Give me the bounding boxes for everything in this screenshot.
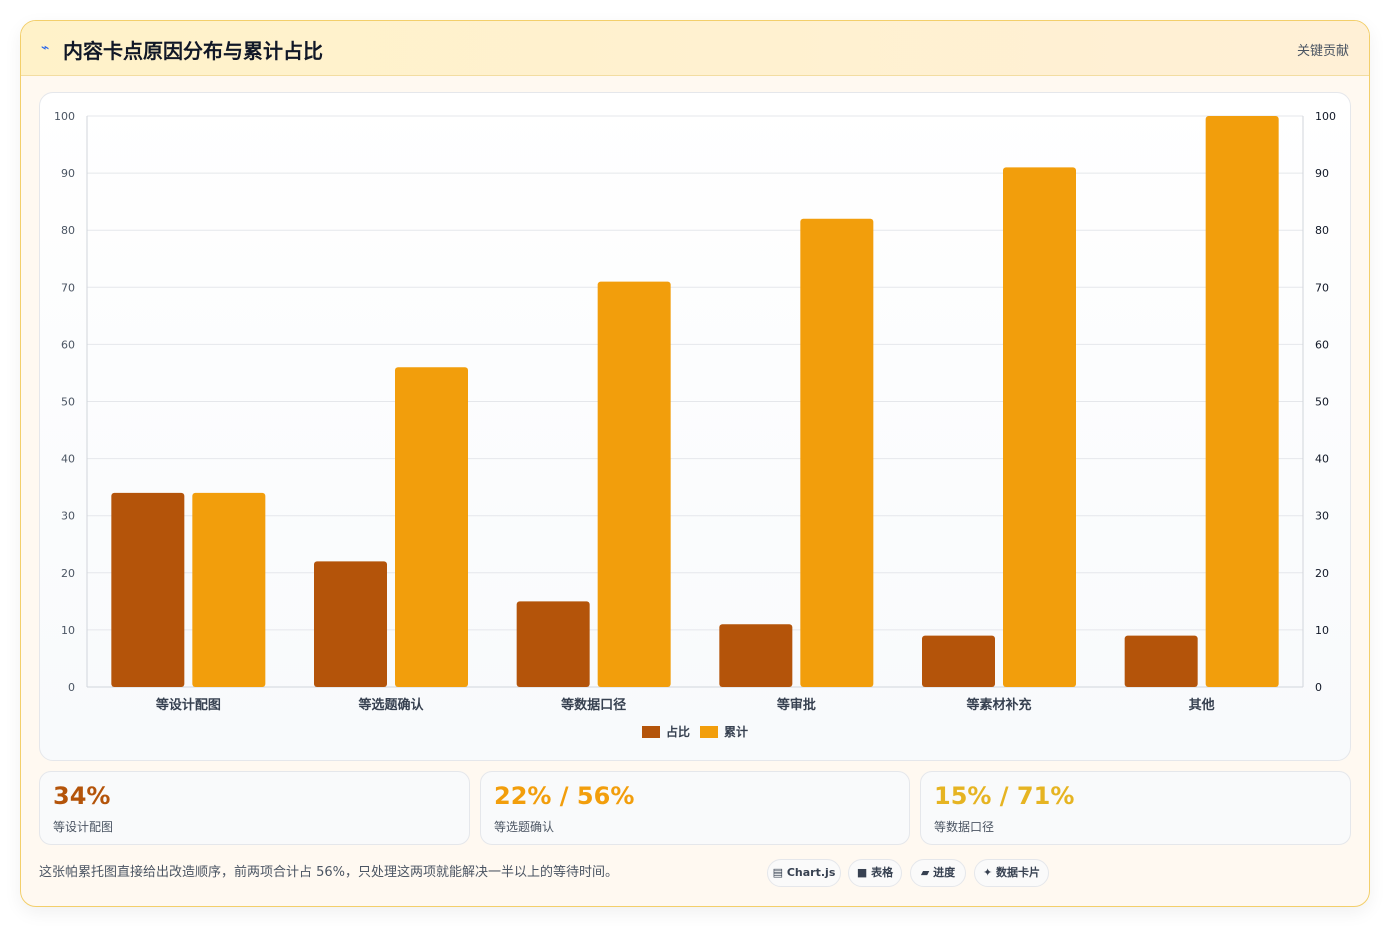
bar-share xyxy=(111,492,185,687)
chart-card: ⌁ 内容卡点原因分布与累计占比 关键贡献 0 10 20 30 40 50 60 70 80 90… xyxy=(20,20,1370,907)
y-tick-label: 10 xyxy=(61,624,75,637)
summary-note: 这张帕累托图直接给出改造顺序，前两项合计占 56%，只处理这两项就能解决一半以上… xyxy=(39,865,619,880)
chart-panel: 0 10 20 30 40 50 60 70 80 90 100 0 10 20 30 40 50 60 70 80 9… xyxy=(39,92,1351,761)
y2-tick-label: 0 xyxy=(1315,681,1322,694)
sparkle-icon: ✦ xyxy=(982,866,993,879)
progress-icon: ▰ xyxy=(920,866,930,879)
y-tick-label: 80 xyxy=(61,224,75,237)
stat-card-2: 22% / 56% 等选题确认 xyxy=(480,771,910,845)
y-tick-label: 50 xyxy=(61,396,75,409)
y2-tick-label: 30 xyxy=(1315,510,1329,523)
y2-tick-label: 20 xyxy=(1315,567,1329,580)
x-tick-label: 等审批 xyxy=(776,697,816,713)
card-header: ⌁ 内容卡点原因分布与累计占比 关键贡献 xyxy=(21,21,1369,76)
legend-swatch xyxy=(642,726,660,738)
y2-tick-label: 50 xyxy=(1315,396,1329,409)
y-tick-label: 40 xyxy=(61,453,75,466)
stat-label: 等设计配图 xyxy=(53,820,114,834)
bar-share xyxy=(719,624,793,687)
y2-tick-label: 10 xyxy=(1315,624,1329,637)
stat-label: 等选题确认 xyxy=(494,820,555,834)
x-tick-label: 等设计配图 xyxy=(155,697,221,713)
bar-cumulative xyxy=(192,492,266,687)
stat-card-1: 34% 等设计配图 xyxy=(39,771,470,845)
chip-label: 数据卡片 xyxy=(996,866,1041,879)
stat-value: 15% / 71% xyxy=(934,782,1075,810)
y-tick-label: 100 xyxy=(54,110,75,123)
y2-tick-label: 60 xyxy=(1315,338,1329,351)
y2-tick-label: 70 xyxy=(1315,281,1329,294)
y-tick-label: 70 xyxy=(61,281,75,294)
bar-cumulative xyxy=(395,367,468,687)
bar-share xyxy=(516,601,590,687)
contribution-badge: 关键贡献 xyxy=(1296,44,1349,59)
y-tick-label: 30 xyxy=(61,510,75,523)
legend-label: 累计 xyxy=(724,724,748,739)
chip-data-card[interactable]: ✦ 数据卡片 xyxy=(974,859,1049,887)
bar-share xyxy=(922,635,995,687)
chip-label: Chart.js xyxy=(786,866,836,879)
y-tick-label: 60 xyxy=(61,338,75,351)
bar-share xyxy=(1124,635,1198,687)
chip-label: 表格 xyxy=(871,866,894,879)
bar-share xyxy=(314,561,387,687)
stat-card-3: 15% / 71% 等数据口径 xyxy=(920,771,1351,845)
x-tick-label: 其他 xyxy=(1189,697,1215,713)
y2-tick-label: 80 xyxy=(1315,224,1329,237)
x-tick-label: 等选题确认 xyxy=(357,697,424,713)
chip-progress[interactable]: ▰ 进度 xyxy=(910,859,966,887)
stat-value: 22% / 56% xyxy=(494,782,635,810)
y-tick-label: 90 xyxy=(61,167,75,180)
bar-cumulative xyxy=(597,281,671,687)
legend-label: 占比 xyxy=(666,724,690,739)
y-tick-label: 0 xyxy=(68,681,75,694)
y-tick-label: 20 xyxy=(61,567,75,580)
y2-tick-label: 90 xyxy=(1315,167,1329,180)
stat-value: 34% xyxy=(53,782,111,810)
legend-swatch xyxy=(700,726,718,738)
lightning-icon: ⌁ xyxy=(41,40,50,56)
chip-chartjs[interactable]: ▤ Chart.js xyxy=(767,859,841,887)
pareto-chart: 0 10 20 30 40 50 60 70 80 90 100 0 10 20 30 40 50 60 70 80 9… xyxy=(54,110,1336,739)
x-tick-label: 等数据口径 xyxy=(560,697,626,713)
y2-tick-label: 40 xyxy=(1315,453,1329,466)
chart-icon: ▤ xyxy=(772,866,784,879)
y2-tick-label: 100 xyxy=(1315,110,1336,123)
x-tick-label: 等素材补充 xyxy=(965,697,1031,713)
bar-cumulative xyxy=(800,218,874,687)
chip-label: 进度 xyxy=(933,866,956,879)
chip-table[interactable]: ■ 表格 xyxy=(848,859,902,887)
table-icon: ■ xyxy=(856,866,868,879)
bar-cumulative xyxy=(1205,116,1279,687)
stat-label: 等数据口径 xyxy=(934,820,995,834)
card-title: 内容卡点原因分布与累计占比 xyxy=(63,39,323,63)
bar-cumulative xyxy=(1003,167,1076,687)
